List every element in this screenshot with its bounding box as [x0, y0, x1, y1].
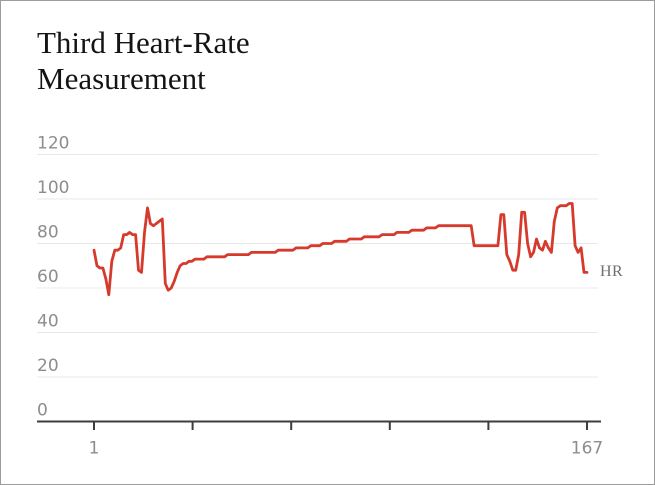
y-axis-tick-label: 120 — [37, 134, 69, 154]
y-axis-tick-label: 100 — [37, 178, 69, 198]
y-axis-tick-label: 0 — [37, 401, 48, 421]
hr-line-series — [92, 202, 589, 297]
chart-title: Third Heart-Rate Measurement — [37, 25, 250, 96]
x-axis-tick-label: 167 — [571, 439, 603, 459]
y-axis-tick-label: 40 — [37, 312, 59, 332]
y-axis-tick-label: 20 — [37, 356, 59, 376]
x-axis-tick-label: 1 — [89, 439, 100, 459]
y-axis-tick-label: 80 — [37, 223, 59, 243]
series-label-hr: HR — [600, 263, 624, 281]
y-axis-tick-label: 60 — [37, 267, 59, 287]
